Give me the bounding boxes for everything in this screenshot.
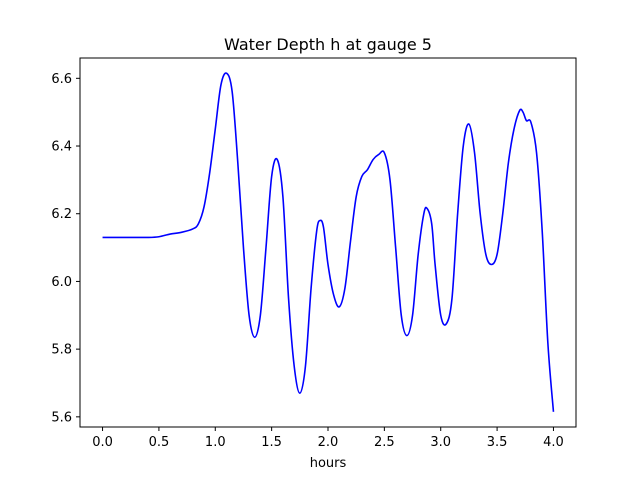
x-tick-label: 0.0 xyxy=(92,435,113,450)
x-tick-label: 0.5 xyxy=(149,435,170,450)
x-tick-label: 4.0 xyxy=(543,435,564,450)
x-tick-label: 1.0 xyxy=(205,435,226,450)
x-axis-label: hours xyxy=(310,456,347,471)
y-tick-label: 6.6 xyxy=(51,72,72,87)
series-layer xyxy=(102,72,555,412)
y-tick-label: 6.2 xyxy=(51,207,72,222)
series-line-0 xyxy=(102,72,555,412)
y-axis: 5.6 5.8 6.0 6.2 6.4 6.6 xyxy=(51,72,80,425)
x-tick-label: 3.0 xyxy=(430,435,451,450)
chart-title: Water Depth h at gauge 5 xyxy=(224,35,432,54)
y-tick-label: 6.4 xyxy=(51,140,72,155)
x-tick-label: 2.0 xyxy=(318,435,339,450)
x-tick-label: 1.5 xyxy=(261,435,282,450)
y-tick-label: 5.8 xyxy=(51,343,72,358)
x-tick-label: 3.5 xyxy=(487,435,508,450)
x-tick-label: 2.5 xyxy=(374,435,395,450)
x-axis: 0.0 0.5 1.0 1.5 2.0 2.5 3.0 3.5 4.0 xyxy=(92,427,564,450)
y-tick-label: 5.6 xyxy=(51,410,72,425)
y-tick-label: 6.0 xyxy=(51,275,72,290)
